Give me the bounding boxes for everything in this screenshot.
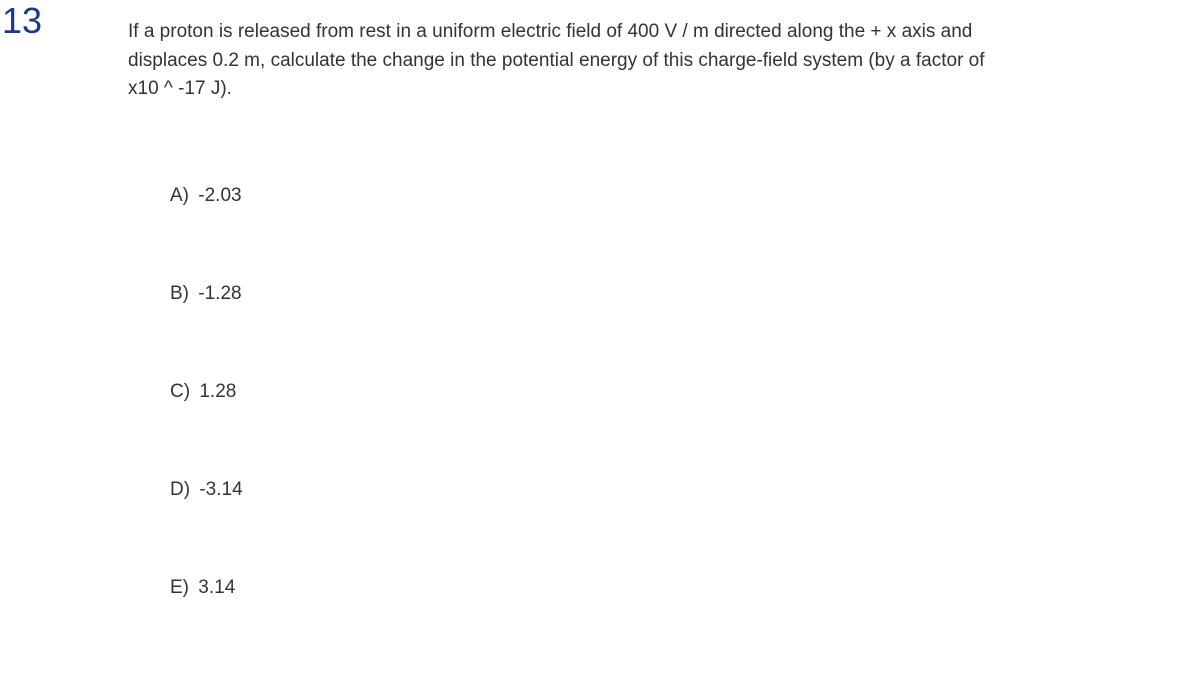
option-value: 3.14 [198, 577, 235, 598]
option-label: B) [170, 283, 189, 304]
option-b: B) -1.28 [170, 283, 243, 305]
question-text: If a proton is released from rest in a u… [128, 18, 998, 104]
option-value: -2.03 [198, 185, 241, 206]
option-e: E) 3.14 [170, 577, 243, 599]
option-label: E) [170, 577, 189, 598]
option-label: D) [170, 479, 190, 500]
option-a: A) -2.03 [170, 185, 243, 207]
options-container: A) -2.03 B) -1.28 C) 1.28 D) -3.14 E) 3.… [170, 185, 243, 675]
option-label: A) [170, 185, 189, 206]
option-d: D) -3.14 [170, 479, 243, 501]
option-value: 1.28 [199, 381, 236, 402]
option-c: C) 1.28 [170, 381, 243, 403]
option-label: C) [170, 381, 190, 402]
option-value: -1.28 [198, 283, 241, 304]
question-number: 13 [2, 0, 42, 42]
option-value: -3.14 [199, 479, 242, 500]
